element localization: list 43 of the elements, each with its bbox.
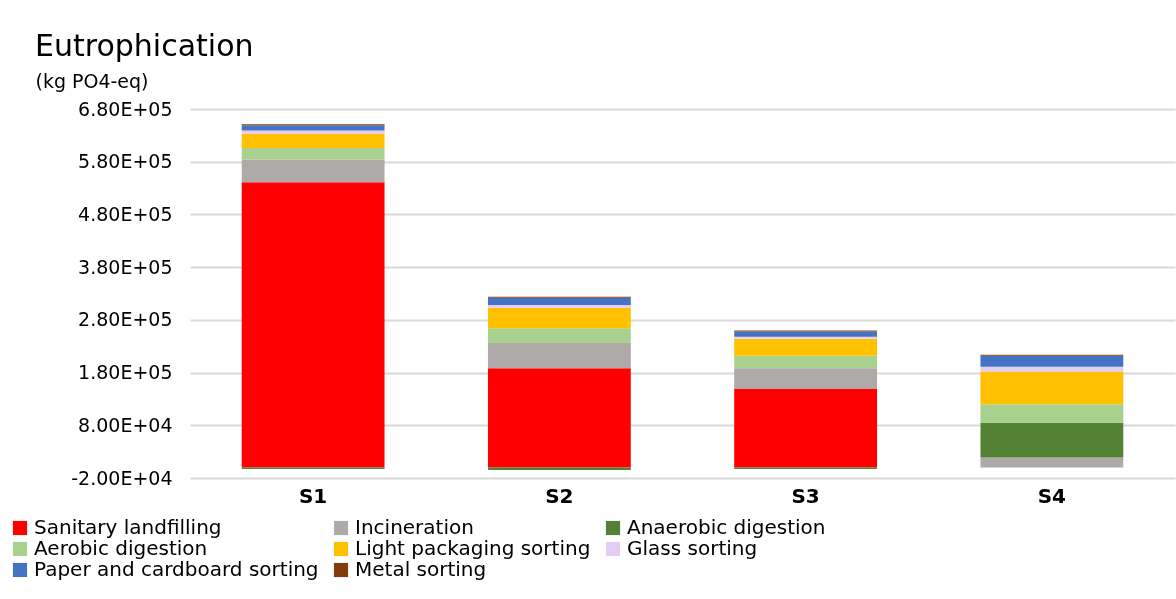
x-tick-label: S3 (791, 483, 820, 508)
x-tick-label: S4 (1037, 483, 1067, 508)
bar (980, 366, 1124, 372)
bar (487, 297, 631, 306)
x-tick-label: S1 (298, 483, 328, 508)
bar (980, 422, 1124, 458)
chart-title: Eutrophication (35, 28, 254, 63)
bar (241, 148, 385, 160)
y-tick-label: -2.00E+04 (71, 466, 173, 489)
y-tick-label: 5.80E+05 (78, 150, 173, 173)
bar (734, 355, 878, 369)
legend-label: Anaerobic digestion (627, 515, 826, 539)
x-tick-label: S2 (545, 483, 574, 508)
bar (734, 368, 878, 389)
bar (734, 336, 878, 339)
bar (241, 125, 385, 131)
bar (487, 305, 631, 308)
y-tick-label: 8.00E+04 (78, 413, 173, 436)
legend-label: Sanitary landfilling (34, 515, 222, 539)
bar (980, 371, 1124, 405)
bar (487, 328, 631, 344)
y-tick-label: 4.80E+05 (78, 202, 173, 225)
bar (241, 182, 385, 468)
bar (241, 159, 385, 183)
bar (734, 388, 878, 468)
y-tick-label: 2.80E+05 (78, 308, 173, 331)
y-axis-title: (kg PO4-eq) (35, 69, 149, 92)
bar (241, 133, 385, 149)
bar (980, 457, 1124, 468)
bar (241, 130, 385, 134)
bar (980, 404, 1124, 423)
bar (487, 467, 631, 471)
bar (734, 338, 878, 356)
bar (487, 307, 631, 329)
y-tick-label: 6.80E+05 (78, 97, 173, 120)
bar (487, 343, 631, 369)
bar (980, 355, 1124, 367)
legend-label: Light packaging sorting (355, 536, 591, 560)
bar (734, 331, 878, 337)
bar (487, 368, 631, 468)
y-tick-label: 1.80E+05 (78, 361, 173, 384)
y-tick-label: 3.80E+05 (78, 255, 173, 278)
legend-label: Incineration (355, 515, 474, 539)
